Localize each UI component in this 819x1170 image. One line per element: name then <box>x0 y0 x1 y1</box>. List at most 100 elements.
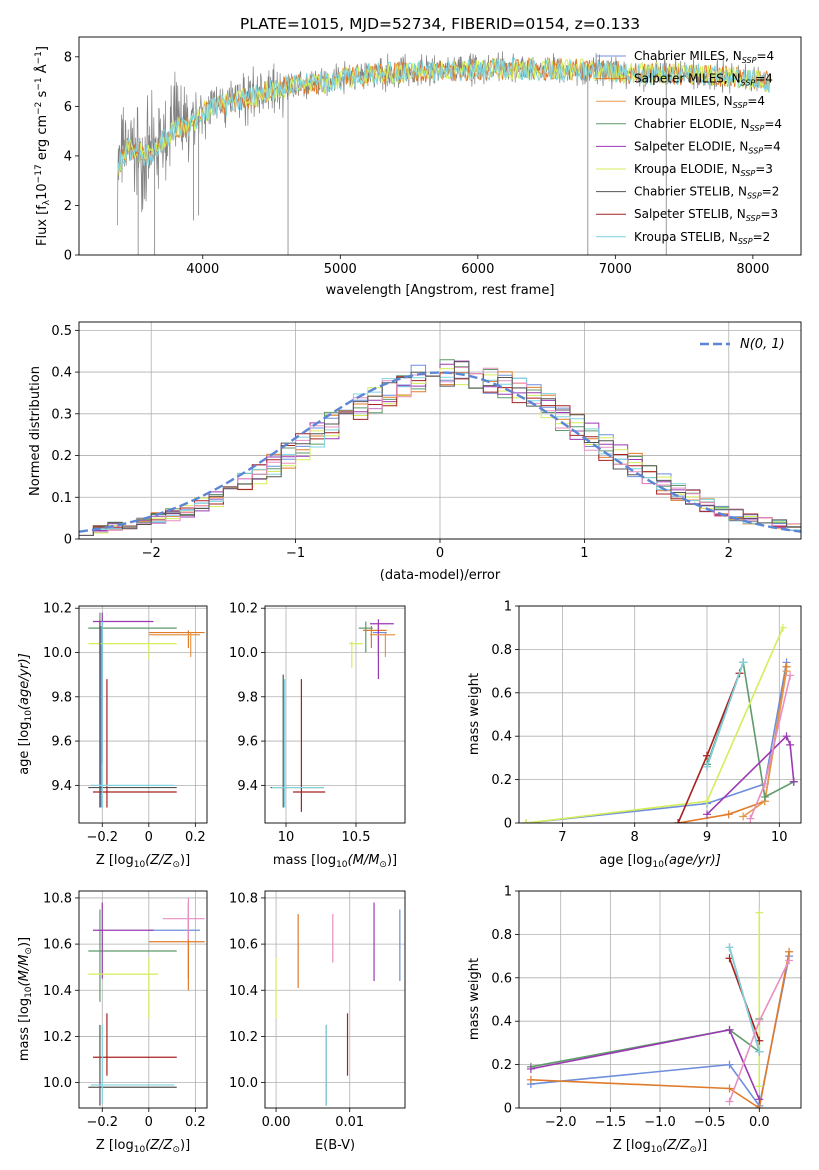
plus-marker <box>526 1075 535 1084</box>
y-tick-label: 0.1 <box>51 491 72 506</box>
plus-marker <box>725 943 734 952</box>
plus-marker <box>725 1025 734 1034</box>
legend-entry: Kroupa STELIB, NSSP=2 <box>634 230 770 246</box>
plus-marker <box>786 671 795 680</box>
y-tick-label: 10.0 <box>43 646 72 661</box>
x-tick-label: −2.0 <box>545 1115 577 1130</box>
y-tick-label: 6 <box>64 100 72 115</box>
weight-line <box>530 951 790 1108</box>
y-tick-label: 0.8 <box>491 643 512 658</box>
plot-area <box>270 619 396 812</box>
axes-frame <box>78 890 208 1109</box>
y-tick-label: 10.0 <box>43 1076 72 1091</box>
plot-area <box>275 902 401 1106</box>
figure-title: PLATE=1015, MJD=52734, FIBERID=0154, z=0… <box>240 15 640 33</box>
x-tick-label: 0.2 <box>185 1115 206 1130</box>
panel-mass-vs-Z: −0.2 0 0.2 10.0 10.2 10.4 10.6 10.8 Z [log10(Z/Z… <box>17 890 208 1155</box>
x-tick-label: 2 <box>725 546 733 561</box>
y-axis-label: mass weight <box>467 958 482 1040</box>
y-tick-label: 1 <box>504 600 512 615</box>
weight-line <box>526 662 788 823</box>
x-tick-label: 10.5 <box>342 830 371 845</box>
legend-entry: Salpeter STELIB, NSSP=3 <box>634 207 778 223</box>
x-tick-label: 8000 <box>736 262 769 277</box>
x-tick-label: 0.00 <box>262 1115 291 1130</box>
y-tick-label: 0.2 <box>491 1058 512 1073</box>
legend: Chabrier MILES, NSSP=4 Salpeter MILES, NS… <box>596 49 782 246</box>
panel-mass-weight-vs-Z: −2.0 −1.5 −1.0 −0.5 0.0 0 0.2 0.4 0.6 0.8 1 Z [log1… <box>467 885 802 1155</box>
y-tick-label: 0 <box>504 817 512 832</box>
y-tick-label: 9.4 <box>237 779 258 794</box>
y-axis-label: mass weight <box>467 673 482 755</box>
y-tick-label: 10.6 <box>43 938 72 953</box>
plus-marker <box>703 797 711 806</box>
y-tick-label: 10.2 <box>229 602 258 617</box>
x-tick-label: 10 <box>278 830 295 845</box>
x-tick-label: 0 <box>145 1115 153 1130</box>
axes-frame <box>518 890 802 1109</box>
plus-marker <box>746 814 755 823</box>
y-tick-label: 10.0 <box>229 1076 258 1091</box>
x-axis-label: (data-model)/error <box>380 568 501 583</box>
axes-frame <box>264 890 406 1109</box>
y-tick-label: 0.5 <box>51 324 72 339</box>
axes-frame <box>518 605 802 824</box>
legend-entry: Chabrier STELIB, NSSP=2 <box>634 185 779 201</box>
x-tick-label: 10 <box>771 830 788 845</box>
y-tick-label: 0.2 <box>51 449 72 464</box>
histogram-series <box>79 372 801 536</box>
y-axis-label: Flux [fλ10−17 erg cm−2 s−1 Å−1] <box>34 46 52 246</box>
panel-age-vs-Z: −0.2 0 0.2 9.4 9.6 9.8 10.0 10.2 Z [log10(Z/Z⊙)]… <box>17 602 208 870</box>
y-axis-label: mass [log10(M/M⊙)] <box>17 937 34 1061</box>
legend-entry: Salpeter MILES, NSSP=4 <box>634 72 773 88</box>
y-axis-label: age [log10(age/yr)] <box>17 653 34 775</box>
y-tick-label: 0.6 <box>491 971 512 986</box>
plot-area <box>522 623 798 823</box>
plus-marker <box>785 956 794 965</box>
y-tick-label: 0 <box>64 533 72 548</box>
plus-marker <box>674 819 683 823</box>
y-tick-label: 1 <box>504 885 512 900</box>
legend-entry: Salpeter ELODIE, NSSP=4 <box>634 139 781 155</box>
plus-marker <box>755 1082 764 1091</box>
plus-marker <box>755 908 764 917</box>
y-tick-label: 0.4 <box>51 366 72 381</box>
y-tick-label: 0.6 <box>491 686 512 701</box>
plus-marker <box>739 658 748 667</box>
plus-marker <box>725 1084 734 1093</box>
x-axis-label: E(B-V) <box>315 1138 355 1153</box>
x-tick-label: 4000 <box>186 262 219 277</box>
y-tick-label: 9.6 <box>237 735 258 750</box>
y-tick-label: 0 <box>64 249 72 264</box>
y-tick-label: 10.8 <box>229 891 258 906</box>
plus-marker <box>522 819 531 823</box>
x-axis-label: wavelength [Angstrom, rest frame] <box>326 283 555 298</box>
plus-marker <box>755 1095 764 1104</box>
axes-frame <box>78 36 802 256</box>
x-tick-label: 6000 <box>461 262 494 277</box>
plus-marker <box>755 1047 764 1056</box>
x-tick-label: −0.2 <box>86 1115 118 1130</box>
x-tick-label: 7000 <box>599 262 632 277</box>
weight-line <box>706 662 744 767</box>
x-tick-label: 7 <box>558 830 566 845</box>
plus-marker <box>760 779 769 788</box>
x-tick-label: 0.0 <box>749 1115 770 1130</box>
y-tick-label: 2 <box>64 199 72 214</box>
y-tick-label: 0.2 <box>491 773 512 788</box>
weight-line <box>706 734 795 815</box>
legend-entry: Kroupa ELODIE, NSSP=3 <box>634 162 773 178</box>
y-tick-label: 0.3 <box>51 407 72 422</box>
plus-marker <box>526 1064 535 1073</box>
plus-marker <box>782 667 791 676</box>
x-tick-label: −0.5 <box>694 1115 726 1130</box>
x-tick-label: −1.0 <box>644 1115 676 1130</box>
y-tick-label: 8 <box>64 50 72 65</box>
legend-entry: Kroupa MILES, NSSP=4 <box>634 94 765 110</box>
x-tick-label: 0.01 <box>335 1115 364 1130</box>
plot-area <box>117 51 770 255</box>
x-axis-label: age [log10(age/yr)] <box>599 853 721 870</box>
y-tick-label: 9.6 <box>51 735 72 750</box>
y-tick-label: 10.2 <box>43 1030 72 1045</box>
